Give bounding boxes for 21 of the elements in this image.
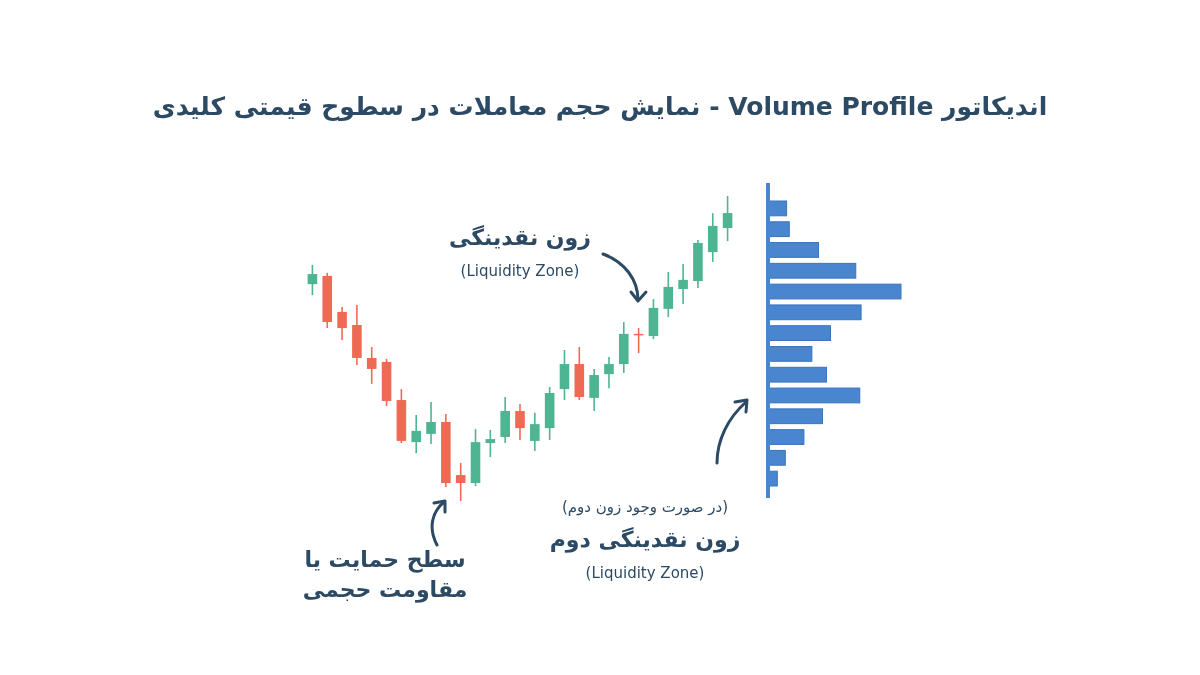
candlestick — [663, 271, 674, 318]
annotation: (Liquidity Zone) — [459, 262, 581, 280]
candlestick — [307, 264, 318, 296]
candlestick — [411, 414, 422, 454]
candlestick — [722, 195, 733, 242]
candlestick — [589, 368, 599, 412]
candlestick — [530, 412, 540, 452]
chart-title: اندیکاتور Volume Profile - نمایش حجم معاملات در سطوح قیمتی کلیدی — [151, 92, 1049, 121]
text: (Liquidity Zone) — [584, 564, 706, 582]
candlestick — [604, 356, 614, 389]
candlestick — [485, 429, 496, 458]
text: سطح حمایت یا مقاومت حجمی — [301, 546, 469, 605]
candlestick — [455, 462, 466, 502]
candlestick — [337, 306, 347, 341]
text: زون نقدینگی دوم — [548, 527, 742, 552]
candlestick — [426, 401, 436, 445]
annotation: زون نقدینگی — [448, 225, 592, 250]
candlestick — [366, 346, 377, 385]
candlestick — [515, 403, 525, 441]
candlestick — [678, 263, 688, 305]
annotation: (در صورت وجود زون دوم) — [560, 498, 730, 516]
